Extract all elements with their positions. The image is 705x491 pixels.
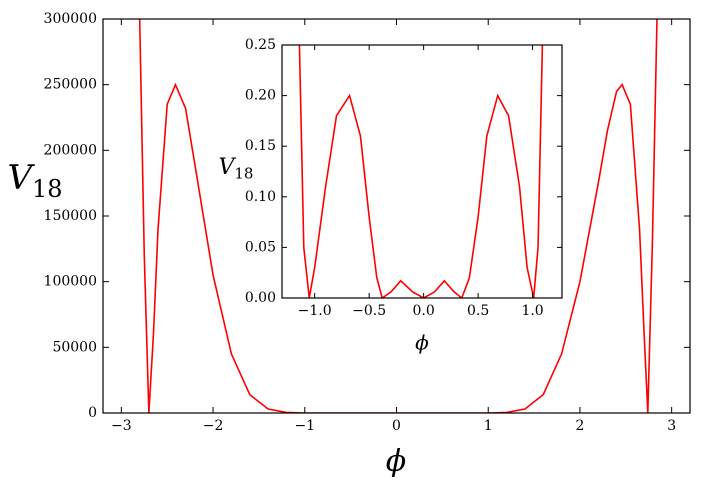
- y-axis-label-main: V: [219, 155, 237, 180]
- line: [298, 45, 544, 298]
- y-axis-label-main: V: [7, 158, 35, 198]
- x-tick-label: 0.0: [413, 303, 435, 319]
- y-tick-label: 0: [88, 405, 97, 421]
- chart: −1.0 −0.5 0.0 0.5 1.0 0.00 0.05 0.10 0.15 0.20 0.2…: [219, 37, 563, 355]
- x-tick-label: 2: [575, 418, 584, 434]
- y-axis-label-sub: 18: [234, 165, 253, 183]
- y-tick-label: 0.00: [245, 290, 276, 306]
- line: [138, 19, 658, 413]
- x-tick-label: −2: [203, 418, 224, 434]
- x-tick-label: −0.5: [352, 303, 386, 319]
- y-tick-label: 250000: [44, 77, 97, 93]
- y-tick-label: 0.25: [245, 37, 276, 53]
- y-tick-label: 0.20: [245, 88, 276, 104]
- y-tick-label: 50000: [52, 339, 97, 355]
- x-tick-label: 0: [392, 418, 401, 434]
- x-tick-label: −3: [111, 418, 132, 434]
- plot-area: [282, 45, 562, 298]
- x-tick-label: −1: [294, 418, 315, 434]
- x-axis-label: ϕ: [415, 331, 429, 355]
- y-tick-label: 0.05: [245, 239, 276, 255]
- y-tick-label: 0.10: [245, 189, 276, 205]
- x-tick-label: 1: [484, 418, 493, 434]
- x-tick-label: −1.0: [298, 303, 332, 319]
- x-tick-label: 1.0: [521, 303, 543, 319]
- y-axis-label: V18: [7, 158, 62, 203]
- axes-frame: [281, 44, 563, 299]
- axes-frame: [102, 18, 691, 414]
- y-tick-label: 0.15: [245, 138, 276, 154]
- y-tick-label: 300000: [44, 11, 97, 27]
- x-axis-label: ϕ: [386, 444, 406, 479]
- y-tick-label: 200000: [44, 142, 97, 158]
- y-axis-label: V18: [219, 155, 254, 183]
- y-tick-label: 150000: [44, 208, 97, 224]
- x-tick-label: 3: [667, 418, 676, 434]
- y-axis-label-sub: 18: [32, 175, 63, 203]
- x-tick-label: 0.5: [467, 303, 489, 319]
- y-tick-label: 100000: [44, 274, 97, 290]
